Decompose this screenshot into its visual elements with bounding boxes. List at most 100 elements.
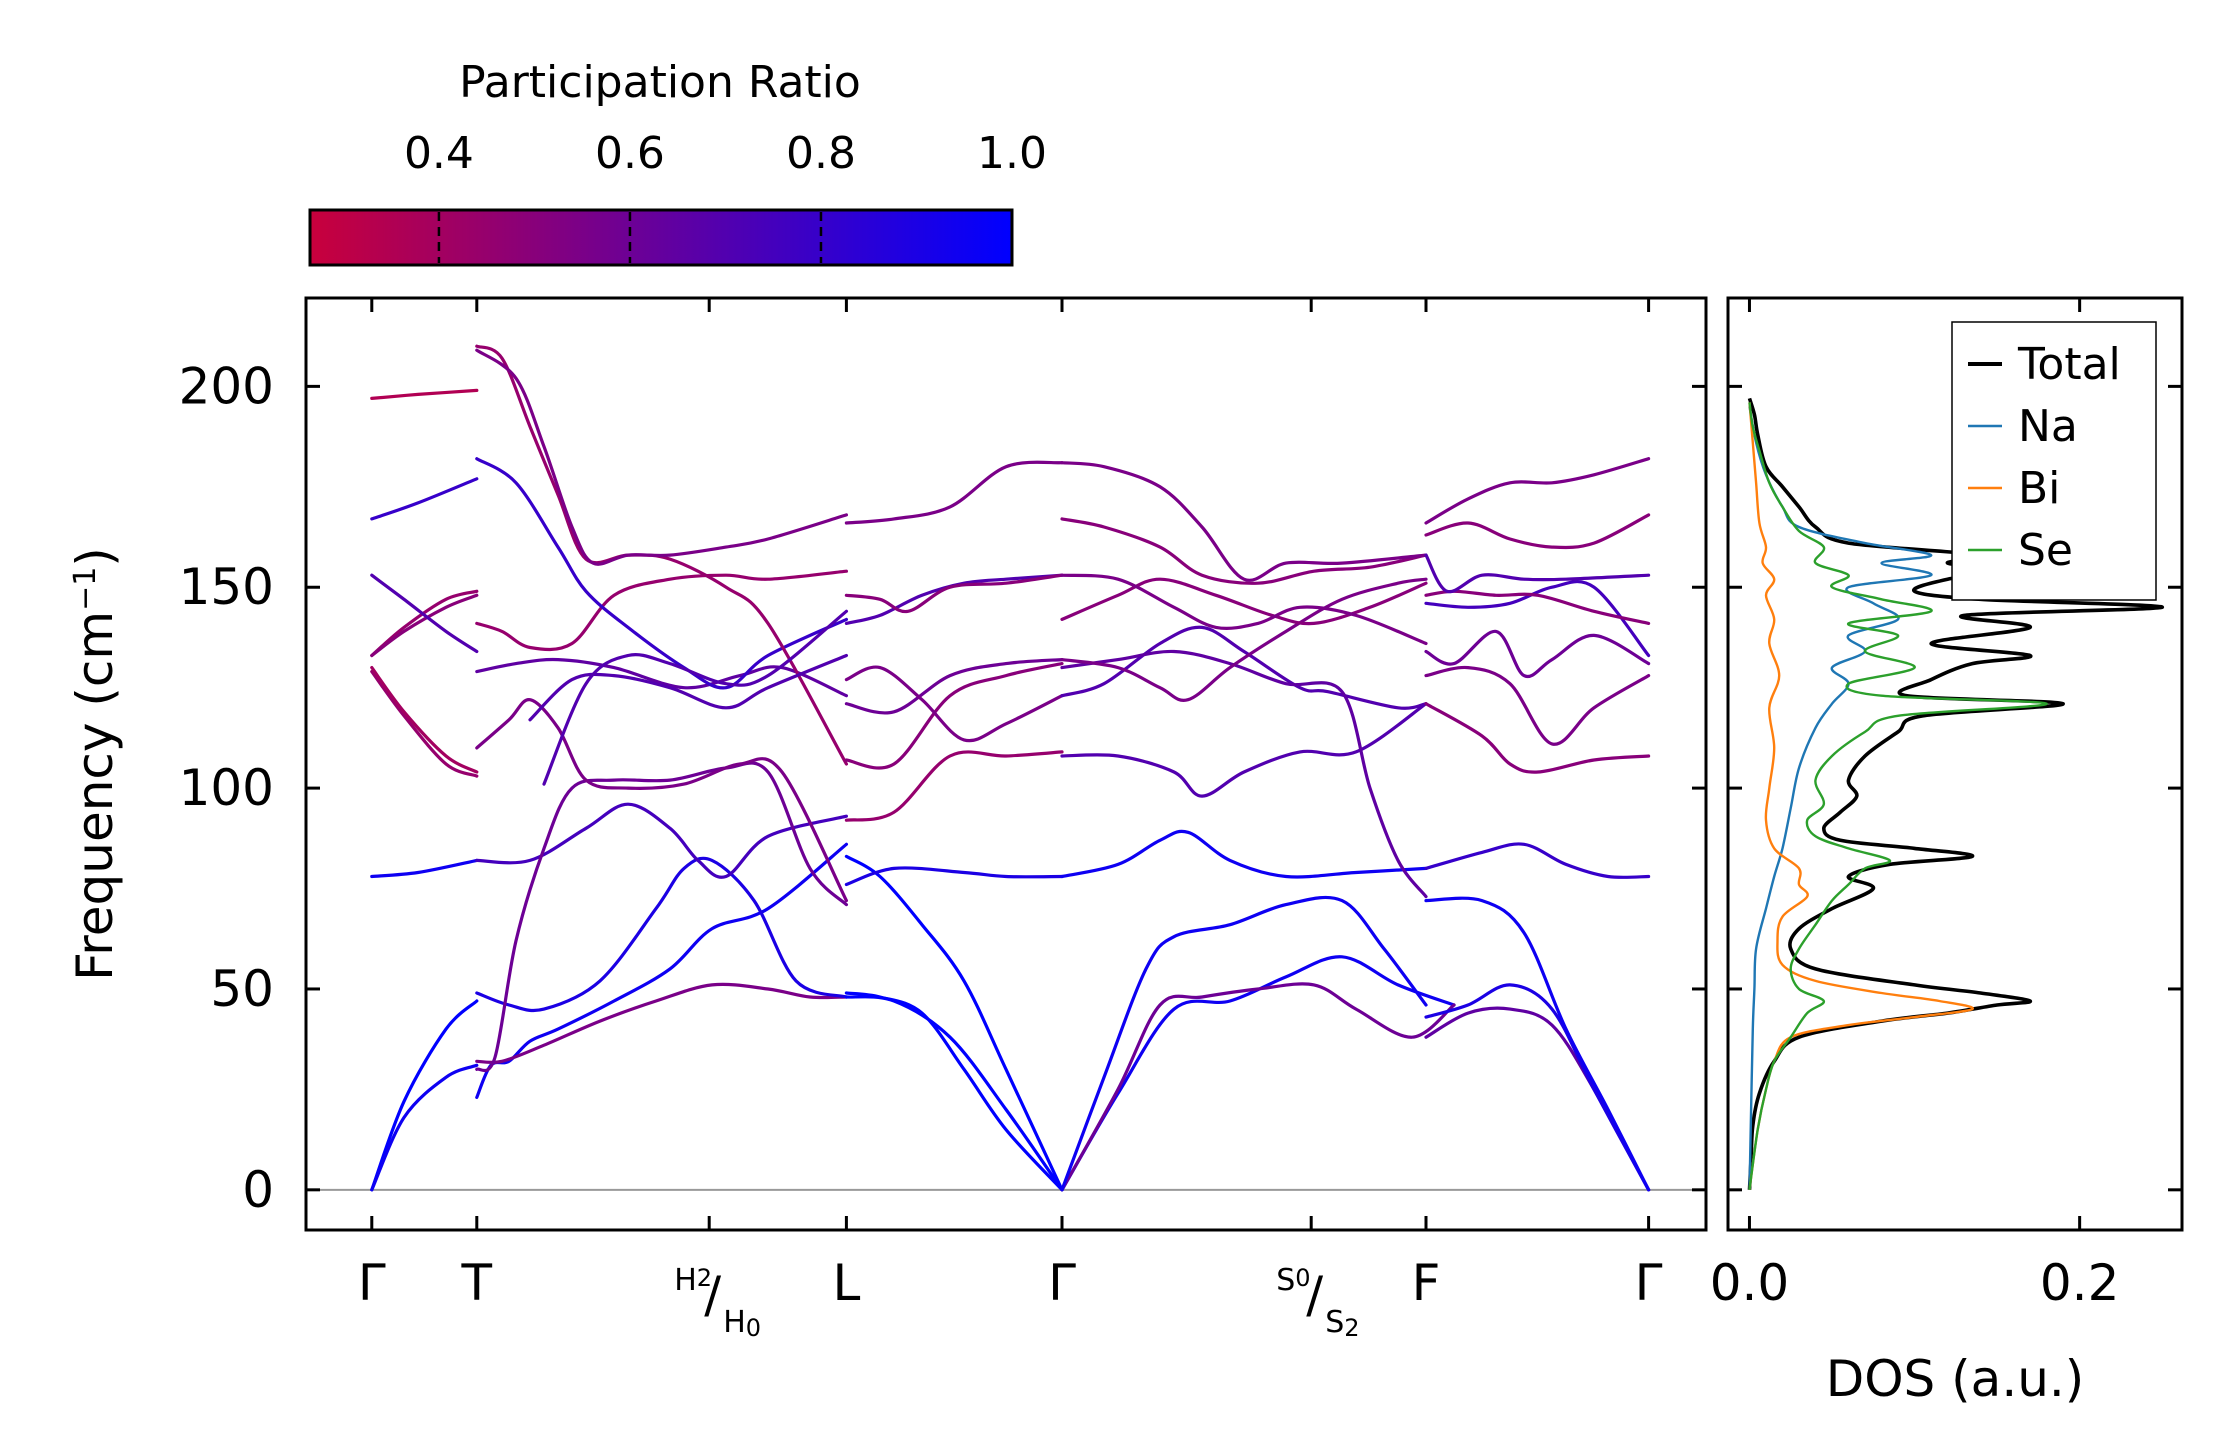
phonon-branch: [1424, 896, 1651, 1192]
phonon-branch: [1060, 577, 1428, 626]
y-tick-label: 100: [179, 759, 274, 817]
x-tick-label: Γ: [1635, 1254, 1663, 1312]
phonon-branch: [1424, 457, 1651, 525]
phonon-branch: [1060, 625, 1428, 710]
main-plot-frame: [304, 296, 1708, 1232]
y-tick-label: 50: [210, 960, 274, 1018]
y-axis-label: Frequency (cm−1): [66, 547, 124, 981]
phonon-branch: [844, 854, 1064, 1192]
legend-label-bi: Bi: [2018, 463, 2060, 514]
colorbar-title: Participation Ratio: [459, 57, 861, 108]
phonon-branch: [844, 991, 1064, 1192]
phonon-branch: [1060, 573, 1428, 646]
dos-x-tick-label: 0.2: [2040, 1254, 2120, 1312]
colorbar-tick-label: 0.4: [404, 128, 474, 179]
phonon-branch: [844, 662, 1064, 770]
x-tick-label-fraction-bottom: H0: [723, 1305, 761, 1342]
y-tick-label: 150: [179, 558, 274, 616]
phonon-branch: [370, 858, 479, 879]
colorbar-gradient: [308, 208, 1014, 267]
y-tick-label: 200: [179, 357, 274, 415]
phonon-branch: [1424, 579, 1651, 658]
phonon-branch: [1424, 983, 1651, 1192]
colorbar-tick-label: 0.8: [786, 128, 856, 179]
x-tick-label: L: [832, 1254, 860, 1312]
legend-label-na: Na: [2018, 401, 2078, 452]
dos-curve-bi: [1748, 402, 1974, 1190]
phonon-branch: [1060, 895, 1428, 1192]
phonon-branch: [1424, 553, 1651, 594]
phonon-branch: [1424, 702, 1651, 774]
dos-y-ticks: [1728, 384, 2182, 1192]
phonon-branch: [844, 658, 1064, 715]
phonon-branch: [370, 666, 479, 774]
dos-curve-se: [1748, 402, 2048, 1190]
phonon-branches: [370, 344, 1651, 1192]
phonon-branch: [370, 593, 479, 658]
phonon-branch: [1060, 649, 1428, 899]
x-tick-label-fraction-top: S0: [1276, 1263, 1310, 1298]
phonon-branch: [542, 609, 848, 786]
phonon-branch: [1424, 842, 1651, 879]
phonon-branch: [475, 761, 848, 1073]
dos-plot-frame: [1726, 296, 2184, 1232]
phonon-branch: [1424, 1006, 1651, 1192]
phonon-branch: [1060, 829, 1428, 879]
phonon-branch: [475, 348, 848, 566]
phonon-branch: [475, 982, 848, 1065]
x-tick-label-slash: /: [1306, 1266, 1323, 1324]
x-tick-label-fraction-bottom: S2: [1325, 1305, 1359, 1342]
dos-x-ticks: 0.0 0.2: [1710, 298, 2120, 1312]
dos-x-tick-label: 0.0: [1710, 1254, 1790, 1312]
phonon-branch: [370, 477, 479, 521]
x-tick-label: T: [461, 1254, 493, 1312]
colorbar: Participation Ratio 0.4 0.6 0.8 1.0: [308, 57, 1047, 267]
phonon-branch: [1060, 577, 1428, 702]
dos-curve-total: [1747, 397, 2165, 1190]
x-tick-label-slash: /: [704, 1266, 721, 1324]
x-tick-label: Γ: [1048, 1254, 1076, 1312]
dos-curves: [1747, 397, 2165, 1190]
legend-box: [1951, 321, 2157, 601]
phonon-branch: [1060, 982, 1456, 1192]
x-tick-label: F: [1412, 1254, 1441, 1312]
phonon-branch: [475, 698, 848, 903]
phonon-branch: [1424, 665, 1651, 746]
main-y-ticks: 0 50 100 150 200: [179, 357, 1706, 1219]
phonon-branch: [844, 573, 1064, 625]
phonon-branch: [844, 995, 1064, 1192]
phonon-branch: [1424, 629, 1651, 679]
phonon-branch: [475, 569, 848, 652]
phonon-branch: [528, 653, 848, 722]
phonon-branch: [1060, 461, 1428, 582]
y-tick-label: 0: [242, 1161, 274, 1219]
phonon-branch: [370, 670, 479, 778]
phonon-branch: [1060, 702, 1428, 798]
x-tick-label: Γ: [358, 1254, 386, 1312]
phonon-branch: [844, 460, 1064, 525]
phonon-branch: [844, 750, 1064, 822]
phonon-branch: [844, 665, 1064, 743]
phonon-branch: [844, 573, 1064, 614]
colorbar-tick-lines: [437, 212, 823, 263]
colorbar-tick-labels: 0.4 0.6 0.8 1.0: [404, 128, 1047, 179]
phonon-branch: [844, 866, 1064, 887]
phonon-branch: [1424, 513, 1651, 550]
phonon-branch: [1060, 955, 1456, 1192]
legend-label-total: Total: [2017, 339, 2121, 390]
phonon-branch: [370, 573, 479, 654]
x-tick-label-fraction-top: H2: [674, 1263, 712, 1298]
phonon-branch: [370, 1063, 479, 1192]
phonon-branch: [475, 802, 848, 879]
colorbar-tick-label: 0.6: [595, 128, 665, 179]
phonon-branch: [370, 999, 479, 1192]
main-x-ticks: Γ T H2/H0L Γ S0/S2F Γ: [358, 298, 1663, 1342]
dos-legend: Total Na Bi Se: [1951, 321, 2157, 601]
dos-curve-na: [1748, 406, 1933, 1190]
phonon-branch: [475, 457, 848, 690]
colorbar-tick-label: 1.0: [977, 128, 1047, 179]
dos-plot: 0.0 0.2 DOS (a.u.) Total Na Bi Se: [1710, 296, 2184, 1408]
phonon-branch: [370, 388, 479, 400]
